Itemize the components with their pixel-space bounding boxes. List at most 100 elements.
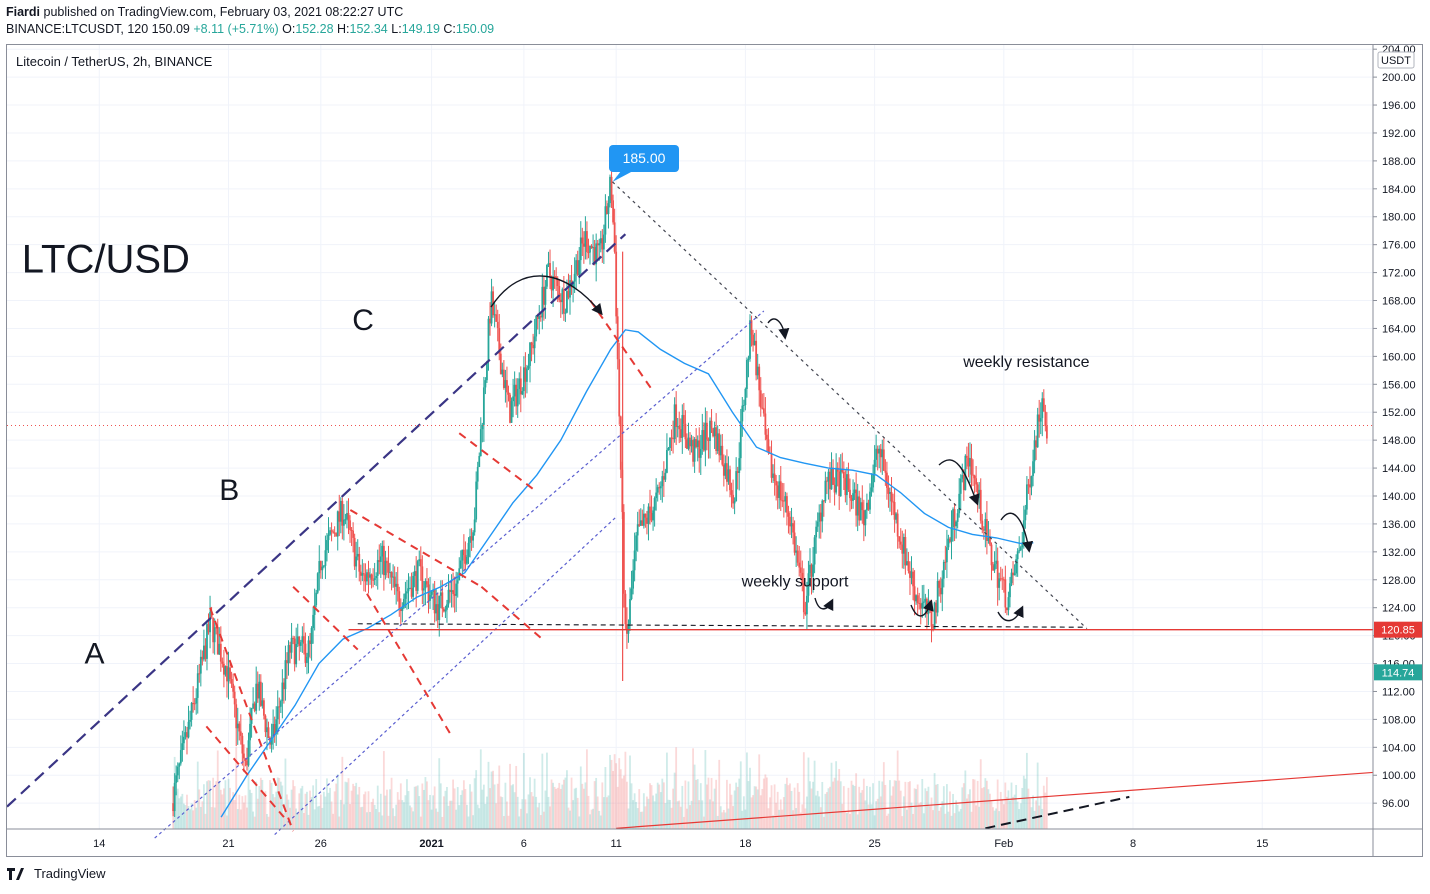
candle: [552, 261, 554, 308]
candle: [453, 576, 456, 613]
volume-bar: [409, 805, 411, 829]
candle-body: [916, 595, 919, 603]
candle: [502, 360, 505, 390]
volume-bar: [638, 789, 641, 829]
candle-body: [932, 626, 934, 629]
volume-bar: [270, 782, 273, 829]
candle: [639, 508, 642, 527]
candle: [753, 332, 756, 346]
candle: [539, 313, 542, 322]
candle: [232, 673, 235, 699]
volume-bar: [924, 788, 927, 829]
candle-body: [359, 571, 362, 576]
volume-bar: [238, 794, 241, 829]
volume-bar: [298, 793, 301, 829]
volume-bar: [532, 796, 534, 829]
volume-bar: [939, 807, 942, 829]
volume-bar: [190, 803, 193, 829]
volume-bar: [927, 786, 930, 829]
volume-bar: [426, 781, 428, 829]
candle: [741, 397, 744, 437]
volume-bar: [204, 813, 207, 829]
candle: [892, 493, 894, 515]
candle-body: [642, 513, 645, 526]
candle: [909, 561, 911, 595]
candle-body: [632, 570, 634, 589]
candle-body: [442, 608, 445, 612]
candle-body: [701, 430, 704, 449]
arrow-support-bounce-2: [910, 599, 934, 617]
candle-body: [978, 489, 981, 498]
candle-body: [586, 231, 588, 253]
candle-body: [310, 628, 313, 644]
candle: [576, 250, 579, 277]
candle-body: [552, 276, 554, 291]
candle-body: [242, 753, 245, 759]
volume-bar: [586, 749, 588, 829]
candle: [687, 422, 690, 451]
candle-body: [530, 342, 533, 345]
candle-body: [576, 260, 579, 276]
volume-bar: [455, 809, 458, 829]
candle: [173, 773, 176, 818]
volume-bar: [302, 812, 305, 829]
candle-body: [924, 598, 927, 602]
candle-body: [1042, 398, 1045, 412]
candle-body: [1012, 572, 1014, 576]
candle: [529, 342, 531, 383]
candle-body: [858, 496, 861, 521]
candle: [619, 415, 622, 479]
candle: [835, 453, 838, 495]
candle: [532, 333, 534, 355]
volume-bar: [307, 814, 310, 829]
volume-bar: [629, 755, 631, 829]
candle-body: [422, 588, 425, 591]
candle: [776, 481, 779, 510]
candle: [658, 482, 661, 495]
volume-bar: [436, 811, 439, 829]
candle-body: [433, 589, 436, 614]
volume-bar: [196, 761, 199, 829]
candle: [375, 572, 378, 587]
candle: [436, 592, 439, 628]
candle-body: [793, 532, 796, 553]
candle-body: [404, 593, 407, 599]
candle: [810, 563, 813, 595]
candle-body: [306, 656, 308, 663]
candle: [267, 721, 270, 739]
candle: [684, 410, 687, 449]
candle-body: [882, 449, 885, 471]
candle: [669, 437, 671, 456]
candle: [813, 534, 816, 574]
volume-bar: [521, 799, 524, 829]
candle-body: [958, 493, 961, 514]
volume-bar: [1010, 782, 1013, 829]
candle: [570, 264, 573, 295]
candle: [186, 726, 188, 755]
candle-body: [985, 519, 988, 541]
candle: [361, 559, 364, 582]
candle-body: [964, 455, 967, 491]
candle: [239, 714, 242, 745]
volume-bar: [530, 792, 533, 829]
volume-bar: [469, 784, 471, 829]
candle-body: [636, 524, 639, 536]
volume-bar: [429, 794, 431, 829]
candle-body: [807, 573, 810, 596]
volume-bar: [969, 789, 971, 829]
candle-body: [289, 645, 291, 653]
correction-leg-line: [458, 432, 534, 490]
candle-body: [590, 245, 593, 249]
volume-bar: [978, 806, 981, 829]
volume-bar: [855, 773, 858, 829]
candle: [318, 545, 321, 591]
volume-bar: [495, 803, 498, 829]
candle-body: [302, 636, 305, 644]
volume-bar: [481, 789, 484, 829]
candle-body: [672, 438, 674, 440]
candle: [233, 685, 236, 718]
candle: [772, 464, 774, 484]
candle-body: [450, 590, 453, 593]
